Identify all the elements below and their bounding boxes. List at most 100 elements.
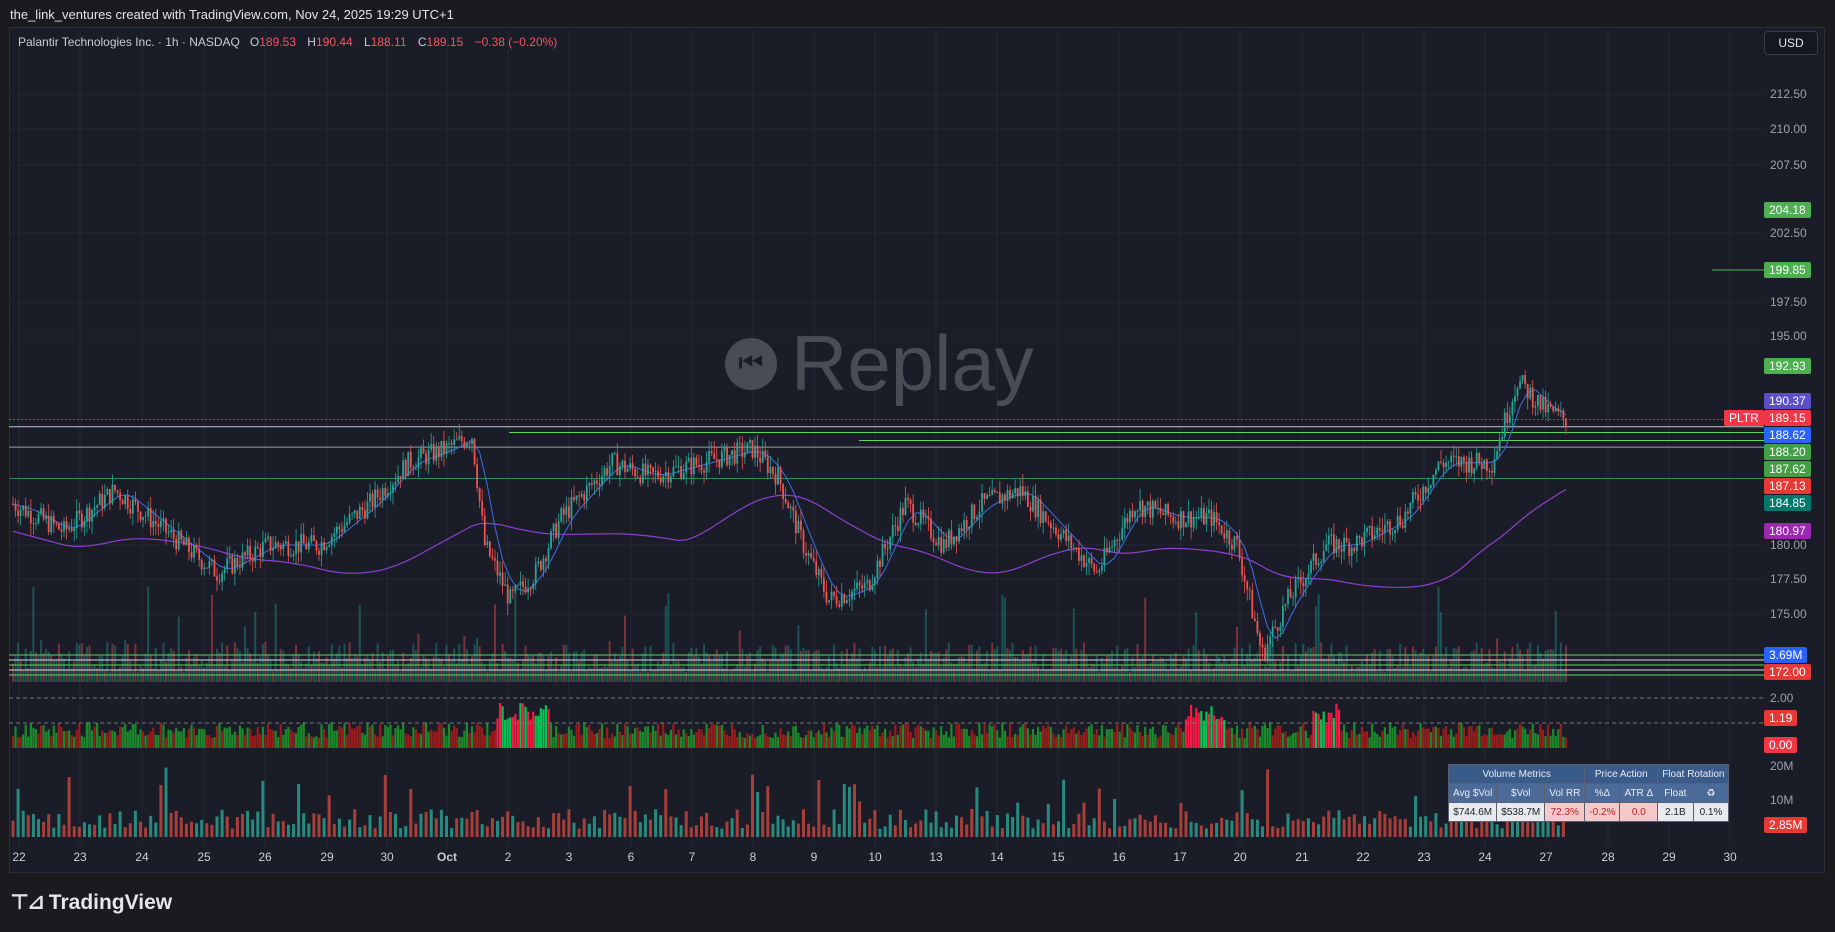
time-axis-label: 26 bbox=[258, 850, 272, 864]
rvol-bar bbox=[623, 724, 627, 748]
price-chart[interactable] bbox=[9, 27, 1825, 873]
candle-body bbox=[644, 463, 647, 476]
overlay-volume-bar bbox=[1103, 662, 1106, 682]
volume-bar bbox=[1031, 828, 1035, 837]
candle-body bbox=[1350, 547, 1353, 556]
overlay-volume-bar bbox=[945, 649, 948, 682]
rvol-bar bbox=[425, 722, 428, 748]
rvol-bar bbox=[315, 736, 318, 748]
rvol-bar bbox=[514, 714, 517, 748]
candle-body bbox=[721, 451, 723, 468]
overlay-volume-bar bbox=[1401, 666, 1404, 682]
rvol-bar bbox=[980, 734, 984, 748]
overlay-volume-bar bbox=[700, 663, 703, 682]
rvol-bar bbox=[1172, 734, 1175, 748]
rvol-bar bbox=[629, 733, 632, 748]
currency-button[interactable]: USD bbox=[1764, 31, 1818, 55]
candle-body bbox=[843, 594, 846, 604]
candle-body bbox=[1310, 560, 1312, 574]
volume-bar bbox=[251, 819, 255, 837]
volume-bar bbox=[1133, 818, 1137, 837]
candle-body bbox=[218, 580, 221, 582]
rvol-bar bbox=[343, 723, 346, 748]
rvol-bar bbox=[136, 734, 140, 748]
candle-body bbox=[445, 443, 448, 454]
rvol-bar bbox=[848, 728, 851, 748]
overlay-volume-bar bbox=[751, 671, 754, 682]
rvol-bar bbox=[1345, 732, 1348, 748]
overlay-volume-bar bbox=[981, 663, 983, 682]
volume-bar bbox=[271, 813, 275, 837]
rvol-bar bbox=[83, 737, 86, 748]
rvol-bar bbox=[1406, 729, 1409, 748]
candle-body bbox=[460, 435, 463, 442]
volume-bar bbox=[572, 822, 576, 837]
candle-body bbox=[404, 460, 407, 477]
candle-body bbox=[685, 461, 688, 473]
candle-body bbox=[583, 494, 586, 501]
overlay-volume-bar bbox=[307, 646, 310, 682]
candle-body bbox=[1340, 549, 1343, 552]
replay-watermark: ⏮ Replay bbox=[725, 318, 1034, 409]
candle-body bbox=[1009, 490, 1011, 499]
volume-bar bbox=[378, 816, 382, 837]
rvol-bar bbox=[547, 708, 550, 748]
candle-body bbox=[1307, 573, 1310, 579]
candle-body bbox=[356, 510, 359, 519]
volume-bar bbox=[37, 819, 40, 837]
high-label: H bbox=[307, 35, 316, 49]
candle-body bbox=[973, 504, 976, 519]
candle-body bbox=[1228, 530, 1231, 545]
candle-body bbox=[608, 466, 611, 476]
overlay-volume-bar bbox=[919, 652, 922, 682]
rvol-bar bbox=[1146, 734, 1149, 748]
candle-body bbox=[1067, 535, 1070, 541]
candle-body bbox=[619, 466, 621, 476]
volume-bar bbox=[832, 809, 836, 837]
volume-bar bbox=[368, 815, 372, 837]
candle-body bbox=[1243, 575, 1246, 582]
rvol-bar bbox=[1429, 732, 1432, 748]
rvol-bar bbox=[1524, 728, 1527, 748]
overlay-volume-bar bbox=[228, 670, 231, 682]
candle-body bbox=[1542, 397, 1544, 410]
candle-body bbox=[231, 555, 234, 574]
volume-bar bbox=[1046, 803, 1050, 837]
rvol-bar bbox=[549, 723, 553, 748]
overlay-volume-bar bbox=[1271, 642, 1274, 682]
candle-body bbox=[759, 457, 762, 463]
candle-body bbox=[524, 586, 527, 593]
rvol-bar bbox=[93, 726, 96, 748]
overlay-volume-bar bbox=[1032, 662, 1034, 682]
rvol-bar bbox=[542, 709, 545, 748]
tradingview-logo[interactable]: ⊤⊿ TradingView bbox=[10, 890, 172, 915]
volume-bar bbox=[628, 785, 632, 837]
candle-body bbox=[856, 582, 858, 589]
time-axis-label: 30 bbox=[1723, 850, 1737, 864]
rvol-bar bbox=[476, 723, 479, 748]
overlay-volume-bar bbox=[343, 643, 346, 682]
overlay-volume-bar bbox=[427, 660, 430, 682]
rvol-bar bbox=[733, 729, 736, 748]
volume-bar bbox=[796, 823, 800, 837]
candle-body bbox=[1195, 517, 1198, 519]
candle-body bbox=[491, 556, 494, 559]
volume-bar bbox=[307, 823, 311, 837]
rvol-bar bbox=[1294, 732, 1297, 748]
rvol-bar bbox=[121, 727, 124, 748]
candle-body bbox=[239, 566, 241, 568]
candle-body bbox=[1401, 525, 1404, 528]
volume-bar bbox=[139, 821, 142, 837]
candle-body bbox=[246, 545, 249, 556]
volume-bar bbox=[429, 809, 433, 837]
overlay-volume-bar bbox=[305, 663, 308, 682]
candle-body bbox=[376, 489, 379, 498]
rvol-bar bbox=[241, 728, 244, 748]
volume-bar bbox=[557, 813, 561, 837]
overlay-volume-bar bbox=[445, 644, 448, 682]
rvol-bar bbox=[804, 734, 808, 748]
volume-bar bbox=[286, 824, 290, 837]
volume-bar bbox=[904, 819, 907, 837]
overlay-volume-bar bbox=[1315, 606, 1318, 682]
volume-bar bbox=[266, 827, 270, 837]
